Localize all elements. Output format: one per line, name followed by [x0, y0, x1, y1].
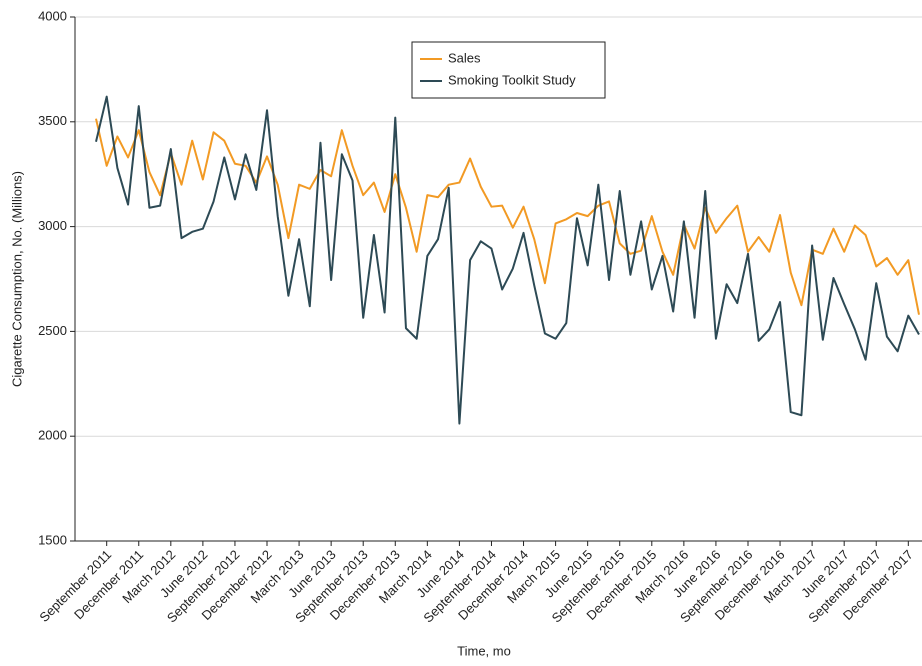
x-axis-title: Time, mo [457, 643, 511, 658]
line-series [95, 118, 920, 315]
y-tick-label: 3000 [38, 218, 67, 233]
line-series [95, 95, 920, 425]
y-tick-label: 3500 [38, 113, 67, 128]
y-axis-title: Cigarette Consumption, No. (Millions) [9, 171, 24, 387]
y-tick-label: 1500 [38, 532, 67, 547]
legend-label: Sales [448, 50, 481, 65]
legend-label: Smoking Toolkit Study [448, 72, 576, 87]
y-tick-label: 4000 [38, 8, 67, 23]
legend-box [411, 41, 606, 99]
y-tick-label: 2000 [38, 428, 67, 443]
y-tick-label: 2500 [38, 323, 67, 338]
